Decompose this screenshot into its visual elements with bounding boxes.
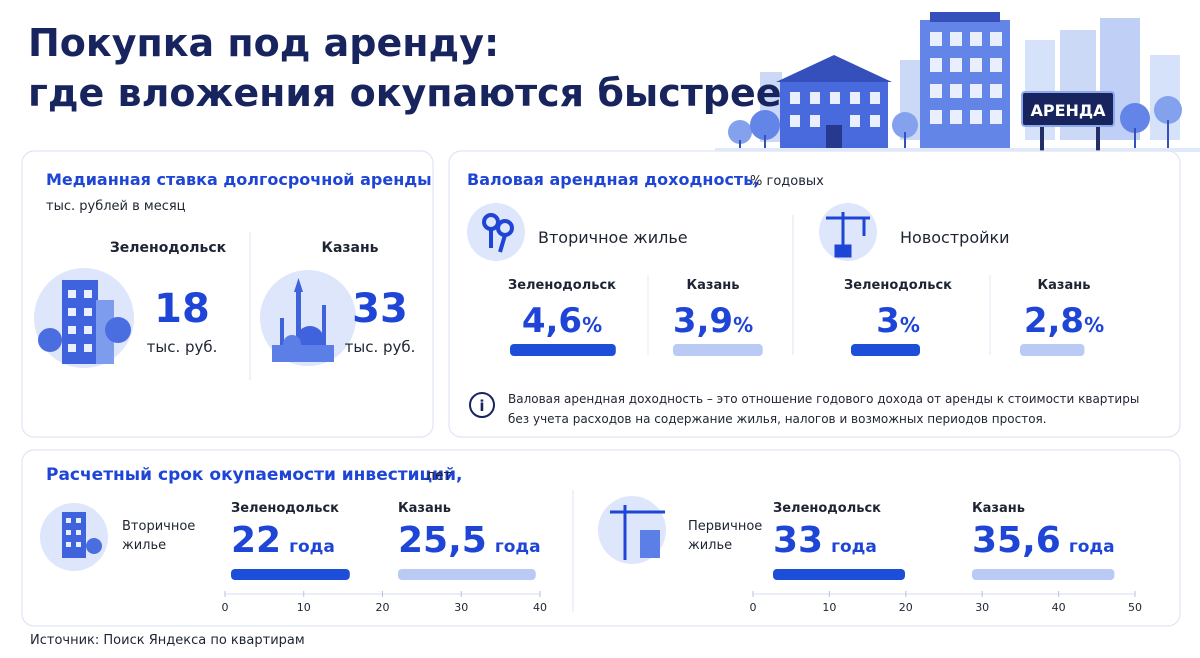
section-title: Медианная ставка долгосрочной аренды (46, 170, 432, 189)
badge-text: АРЕНДА (1030, 101, 1106, 120)
city-name: Зеленодольск (110, 240, 227, 256)
card (21, 150, 434, 438)
rent-unit: тыс. руб. (147, 338, 218, 356)
yield-number: 4,6 (522, 301, 582, 341)
payback-number: 25,5 (398, 520, 487, 561)
bar (510, 344, 616, 356)
payback-suffix: года (1069, 537, 1115, 557)
tick-label: 40 (1052, 601, 1066, 614)
yield-suffix: % (582, 313, 602, 337)
yield-value: 3% (876, 301, 920, 341)
group-label: Новостройки (900, 228, 1010, 247)
section-title: Валовая арендная доходность, (467, 170, 759, 189)
yield-suffix: % (1084, 313, 1104, 337)
city-name: Казань (1038, 278, 1091, 293)
section-unit: лет (426, 468, 452, 484)
payback-value: 33 года (773, 520, 877, 561)
yield-number: 2,8 (1024, 301, 1084, 341)
note: Валовая арендная доходность – это отноше… (508, 392, 1139, 406)
bar (773, 569, 905, 580)
yield-suffix: % (733, 313, 753, 337)
info-icon: i (479, 397, 484, 415)
payback-number: 33 (773, 520, 823, 561)
note: без учета расходов на содержание жилья, … (508, 412, 1047, 426)
title: Покупка под аренду: (28, 21, 499, 65)
source: Источник: Поиск Яндекса по квартирам (30, 633, 305, 648)
rent-value: 18 (154, 286, 210, 332)
city-name: Зеленодольск (508, 278, 616, 293)
payback-number: 22 (231, 520, 281, 561)
yield-number: 3 (876, 301, 900, 341)
group-label: жилье (122, 538, 166, 553)
keys-icon (482, 213, 514, 253)
bar (1020, 344, 1085, 356)
yield-value: 2,8% (1024, 301, 1104, 341)
payback-suffix: года (289, 537, 335, 557)
icon-circle (467, 203, 525, 261)
badge (1021, 91, 1115, 127)
card (448, 150, 1181, 438)
bar (851, 344, 920, 356)
city-name: Казань (322, 240, 379, 256)
yield-suffix: % (900, 313, 920, 337)
rent-unit: тыс. руб. (345, 338, 416, 356)
section-subtitle: тыс. рублей в месяц (46, 199, 186, 214)
city-name: Казань (398, 501, 451, 516)
bar (972, 569, 1115, 580)
tick-label: 30 (975, 601, 989, 614)
mosque-icon (272, 278, 334, 362)
tick-label: 0 (222, 601, 229, 614)
tick-label: 0 (750, 601, 757, 614)
tick-label: 10 (297, 601, 311, 614)
city-name: Зеленодольск (231, 501, 339, 516)
yield-value: 4,6% (522, 301, 602, 341)
rent-value: 33 (352, 286, 408, 332)
crane-icon (610, 505, 665, 560)
yield-value: 3,9% (673, 301, 753, 341)
group-label: жилье (688, 538, 732, 553)
city-name: Казань (687, 278, 740, 293)
group-label: Первичное (688, 519, 762, 534)
payback-value: 35,6 года (972, 520, 1115, 561)
city-name: Казань (972, 501, 1025, 516)
payback-suffix: года (831, 537, 877, 557)
info-icon (469, 392, 495, 418)
city-name: Зеленодольск (773, 501, 881, 516)
bar (231, 569, 350, 580)
tick-label: 40 (533, 601, 547, 614)
title: где вложения окупаются быстрее (28, 71, 782, 115)
payback-suffix: года (495, 537, 541, 557)
building-icon (62, 512, 102, 558)
payback-value: 25,5 года (398, 520, 541, 561)
section-unit: % годовых (750, 174, 824, 189)
section-title: Расчетный срок окупаемости инвестиций, (46, 465, 462, 485)
tick-label: 30 (454, 601, 468, 614)
payback-value: 22 года (231, 520, 335, 561)
city-name: Зеленодольск (844, 278, 952, 293)
tick-label: 20 (899, 601, 913, 614)
tick-label: 10 (822, 601, 836, 614)
group-label: Вторичное (122, 519, 195, 534)
payback-number: 35,6 (972, 520, 1061, 561)
bar (673, 344, 763, 356)
tick-label: 20 (376, 601, 390, 614)
yield-number: 3,9 (673, 301, 733, 341)
bar (398, 569, 536, 580)
building-icon (38, 280, 131, 364)
group-label: Вторичное жилье (538, 228, 688, 247)
tick-label: 50 (1128, 601, 1142, 614)
crane-icon (826, 212, 870, 258)
